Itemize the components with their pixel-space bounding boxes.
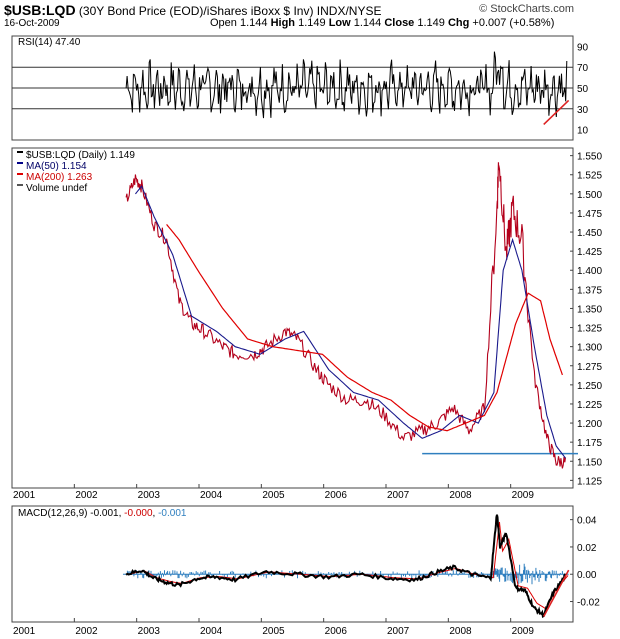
macd-x-tick-label: 2005 xyxy=(262,626,285,637)
macd-x-tick-label: 2003 xyxy=(138,626,161,637)
chart-title: $USB:LQD (30Y Bond Price (EOD)/iShares i… xyxy=(4,2,381,18)
legend-swatch xyxy=(17,184,23,186)
price-y-tick-label: 1.175 xyxy=(577,438,602,449)
chg-value: +0.007 (+0.58%) xyxy=(472,17,555,29)
price-x-tick-label: 2004 xyxy=(200,490,223,501)
macd-x-tick-label: 2006 xyxy=(325,626,348,637)
rsi-y-tick-label: 70 xyxy=(577,63,589,74)
close-value: 1.149 xyxy=(417,17,445,29)
price-x-tick-label: 2001 xyxy=(13,490,36,501)
macd-x-tick-label: 2008 xyxy=(449,626,472,637)
legend-entry: Volume undef xyxy=(26,183,87,194)
macd-x-tick-label: 2009 xyxy=(512,626,535,637)
description: (30Y Bond Price (EOD)/iShares iBoxx $ In… xyxy=(78,4,314,18)
ma200-line xyxy=(166,224,563,432)
macd-title: MACD(12,26,9) -0.001, -0.000, -0.001 xyxy=(18,508,187,519)
price-y-tick-label: 1.325 xyxy=(577,324,602,335)
price-x-tick-label: 2003 xyxy=(138,490,161,501)
rsi-trendline xyxy=(543,99,570,125)
price-x-tick-label: 2006 xyxy=(325,490,348,501)
macd-x-tick-label: 2001 xyxy=(13,626,36,637)
price-series-line xyxy=(125,162,567,469)
macd-line xyxy=(125,514,567,618)
price-y-tick-label: 1.250 xyxy=(577,381,602,392)
macd-trendline xyxy=(543,569,570,617)
macd-y-tick-label: 0.04 xyxy=(577,516,597,527)
price-x-tick-label: 2005 xyxy=(262,490,285,501)
high-label: High xyxy=(270,17,296,29)
macd-y-tick-label: 0.00 xyxy=(577,570,597,581)
brand-logo: © StockCharts.com xyxy=(479,3,574,15)
low-value: 1.144 xyxy=(353,17,382,29)
macd-x-tick-label: 2004 xyxy=(200,626,223,637)
legend-entry: $USB:LQD (Daily) 1.149 xyxy=(26,150,135,161)
legend-swatch xyxy=(17,151,23,153)
legend-entry: MA(200) 1.263 xyxy=(26,172,93,183)
open-label: Open xyxy=(210,17,237,29)
rsi-y-tick-label: 90 xyxy=(577,42,589,53)
quote-line: Open 1.144 High 1.149 Low 1.144 Close 1.… xyxy=(210,17,554,29)
legend-entry: MA(50) 1.154 xyxy=(26,161,87,172)
chg-label: Chg xyxy=(447,17,470,29)
price-y-tick-label: 1.500 xyxy=(577,190,602,201)
price-x-tick-label: 2007 xyxy=(387,490,410,501)
rsi-y-tick-label: 10 xyxy=(577,126,589,137)
macd-title-part: , xyxy=(153,508,159,519)
price-y-tick-label: 1.300 xyxy=(577,343,602,354)
high-value: 1.149 xyxy=(298,17,326,29)
price-y-tick-label: 1.550 xyxy=(577,152,602,163)
price-y-tick-label: 1.350 xyxy=(577,304,602,315)
legend-swatch xyxy=(17,162,23,164)
macd-x-tick-label: 2007 xyxy=(387,626,410,637)
rsi-y-tick-label: 50 xyxy=(577,84,589,95)
exchange: INDX/NYSE xyxy=(316,4,382,18)
rsi-title: RSI(14) 47.40 xyxy=(18,37,81,48)
price-x-tick-label: 2009 xyxy=(512,490,535,501)
macd-title-part: -0.000 xyxy=(124,508,153,519)
low-label: Low xyxy=(328,17,351,29)
price-y-tick-label: 1.400 xyxy=(577,266,602,277)
rsi-line xyxy=(125,51,568,119)
rsi-y-tick-label: 30 xyxy=(577,105,589,116)
macd-title-part: -0.001 xyxy=(158,508,187,519)
price-y-tick-label: 1.450 xyxy=(577,228,602,239)
chart-date: 16-Oct-2009 xyxy=(4,18,60,29)
macd-y-tick-label: 0.02 xyxy=(577,543,597,554)
macd-y-tick-label: -0.02 xyxy=(577,598,600,609)
ma50-line xyxy=(135,185,566,459)
close-label: Close xyxy=(384,17,415,29)
price-y-tick-label: 1.150 xyxy=(577,457,602,468)
price-y-tick-label: 1.225 xyxy=(577,400,602,411)
price-x-tick-label: 2002 xyxy=(75,490,98,501)
symbol: $USB:LQD xyxy=(4,2,76,18)
price-y-tick-label: 1.375 xyxy=(577,285,602,296)
price-y-tick-label: 1.200 xyxy=(577,419,602,430)
price-y-tick-label: 1.425 xyxy=(577,247,602,258)
price-y-tick-label: 1.275 xyxy=(577,362,602,373)
macd-title-part: MACD(12,26,9) -0.001, xyxy=(18,508,124,519)
price-x-tick-label: 2008 xyxy=(449,490,472,501)
price-y-tick-label: 1.525 xyxy=(577,171,602,182)
macd-x-tick-label: 2002 xyxy=(75,626,98,637)
price-y-tick-label: 1.125 xyxy=(577,476,602,487)
macd-panel-frame xyxy=(11,505,574,623)
price-panel-frame xyxy=(11,147,574,489)
legend-swatch xyxy=(17,173,23,175)
open-value: 1.144 xyxy=(239,17,268,29)
macd-signal-line xyxy=(128,521,569,610)
price-y-tick-label: 1.475 xyxy=(577,209,602,220)
